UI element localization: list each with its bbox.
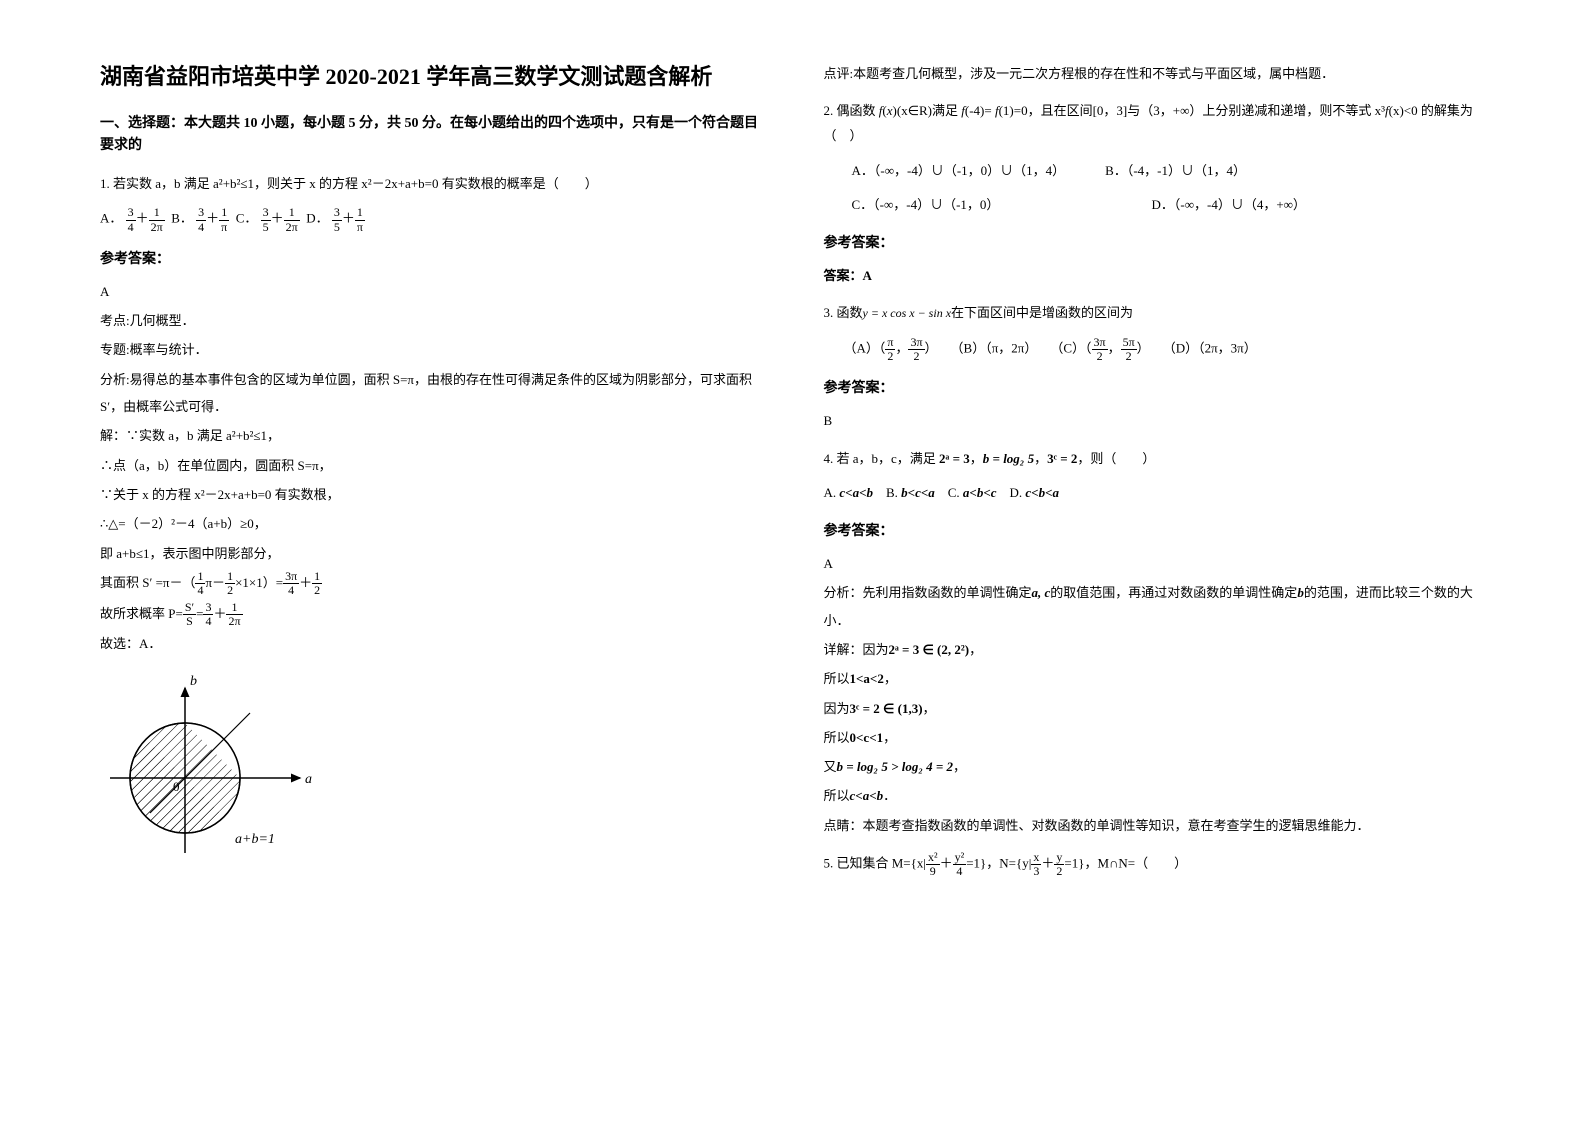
q1-optD-prefix: D． — [306, 211, 328, 226]
q3-answer-label: 参考答案： — [824, 377, 1488, 397]
diagram-label-a: a — [305, 772, 312, 787]
q2-optA: A．（-∞，-4）∪（-1，0）∪（1，4） — [852, 159, 1066, 184]
diagram-label-o: 0 — [173, 779, 180, 794]
q4-l4: 因为3ᶜ = 2 ∈ (1,3)， — [824, 695, 1488, 722]
q2-optB: B．（-4，-1）∪（1，4） — [1105, 159, 1246, 184]
q4-l3: 所以1<a<2， — [824, 665, 1488, 692]
q4-l1: 分析：先利用指数函数的单调性确定a, c的取值范围，再通过对数函数的单调性确定b… — [824, 579, 1488, 634]
q3-answer-letter: B — [824, 407, 1488, 434]
q4-options: A. c<a<b B. b<c<a C. a<b<c D. c<b<a — [824, 481, 1488, 506]
frac: 34 — [126, 206, 136, 233]
right-column: 点评:本题考查几何概型，涉及一元二次方程根的存在性和不等式与平面区域，属中档题．… — [824, 60, 1488, 888]
q1-l5: ∴点（a，b）在单位圆内，圆面积 S=π， — [100, 452, 764, 479]
q2-options: A．（-∞，-4）∪（-1，0）∪（1，4） B．（-4，-1）∪（1，4） C… — [824, 159, 1488, 218]
frac: 35 — [332, 206, 342, 233]
q1-l10: 故所求概率 P=S′S=34＋12π — [100, 600, 764, 629]
q2-answer-line: 答案：A — [824, 262, 1488, 289]
q4-text: 4. 若 a，b，c，满足 2ᵃ = 3，b = log₂ 5，3ᶜ = 2，则… — [824, 447, 1488, 472]
q4-ans-letter: A — [824, 550, 1488, 577]
section-1-header: 一、选择题：本大题共 10 小题，每小题 5 分，共 50 分。在每小题给出的四… — [100, 113, 764, 158]
q4-l8: 点睛：本题考查指数函数的单调性、对数函数的单调性等知识，意在考查学生的逻辑思维能… — [824, 812, 1488, 839]
q1-optA-prefix: A． — [100, 211, 122, 226]
q1-text: 1. 若实数 a，b 满足 a²+b²≤1，则关于 x 的方程 x²－2x+a+… — [100, 172, 764, 197]
q1-l11: 故选：A． — [100, 630, 764, 657]
q4-l2: 详解：因为2ᵃ = 3 ∈ (2, 2²)， — [824, 636, 1488, 663]
q4-l5: 所以0<c<1， — [824, 724, 1488, 751]
left-column: 湖南省益阳市培英中学 2020-2021 学年高三数学文测试题含解析 一、选择题… — [100, 60, 764, 888]
diagram-label-line: a+b=1 — [235, 832, 275, 847]
comment1: 点评:本题考查几何概型，涉及一元二次方程根的存在性和不等式与平面区域，属中档题． — [824, 60, 1488, 87]
q4-l7: 所以c<a<b． — [824, 782, 1488, 809]
q2-optD: D．（-∞，-4）∪（4，+∞） — [1152, 193, 1306, 218]
frac: 1π — [355, 206, 365, 233]
q1-diagram: b a 0 a+b=1 — [100, 673, 764, 868]
q4-l6: 又b = log₂ 5 > log₂ 4 = 2， — [824, 753, 1488, 780]
q1-ans-letter: A — [100, 278, 764, 305]
q1-optB-prefix: B． — [171, 211, 193, 226]
frac: 12π — [149, 206, 165, 233]
q5-text: 5. 已知集合 M={x|x²9＋y²4=1}，N={y|x3＋y2=1}，M∩… — [824, 851, 1488, 878]
q2-text: 2. 偶函数 f(x)(x∈R)满足 f(-4)= f(1)=0，且在区间[0，… — [824, 99, 1488, 148]
q3-optB: （B）（π，2π） — [951, 341, 1038, 356]
q1-options: A． 34＋12π B． 34＋1π C． 35＋12π D． 35＋1π — [100, 206, 764, 233]
page-title: 湖南省益阳市培英中学 2020-2021 学年高三数学文测试题含解析 — [100, 60, 764, 93]
q1-l4: 解：∵实数 a，b 满足 a²+b²≤1， — [100, 422, 764, 449]
frac: 34 — [196, 206, 206, 233]
q1-l8: 即 a+b≤1，表示图中阴影部分， — [100, 540, 764, 567]
q3-options: （A）（π2，3π2） （B）（π，2π） （C）（3π2，5π2） （D）（2… — [824, 336, 1488, 363]
q4-answer-body: A 分析：先利用指数函数的单调性确定a, c的取值范围，再通过对数函数的单调性确… — [824, 550, 1488, 839]
q2-answer-label: 参考答案： — [824, 232, 1488, 252]
q4-answer-label: 参考答案： — [824, 520, 1488, 540]
frac: 12π — [284, 206, 300, 233]
q1-l6: ∵关于 x 的方程 x²－2x+a+b=0 有实数根， — [100, 481, 764, 508]
q1-l9: 其面积 S′ =π－（14π－12×1×1）=3π4＋12 — [100, 569, 764, 598]
q1-answer-body: A 考点:几何概型． 专题:概率与统计． 分析:易得总的基本事件包含的区域为单位… — [100, 278, 764, 658]
q3-text: 3. 函数y = x cos x − sin x在下面区间中是增函数的区间为 — [824, 301, 1488, 326]
frac: 35 — [261, 206, 271, 233]
q1-l1: 考点:几何概型． — [100, 307, 764, 334]
q2-optC: C．（-∞，-4）∪（-1，0） — [852, 193, 1112, 218]
q1-optC-prefix: C． — [236, 211, 258, 226]
q1-l2: 专题:概率与统计． — [100, 336, 764, 363]
q3-optD: （D）（2π，3π） — [1163, 341, 1257, 356]
q1-l7: ∴△=（－2）²－4（a+b）≥0， — [100, 510, 764, 537]
frac: 1π — [219, 206, 229, 233]
diagram-label-b: b — [190, 674, 197, 689]
q1-answer-label: 参考答案： — [100, 248, 764, 268]
q1-l3: 分析:易得总的基本事件包含的区域为单位圆，面积 S=π，由根的存在性可得满足条件… — [100, 366, 764, 421]
